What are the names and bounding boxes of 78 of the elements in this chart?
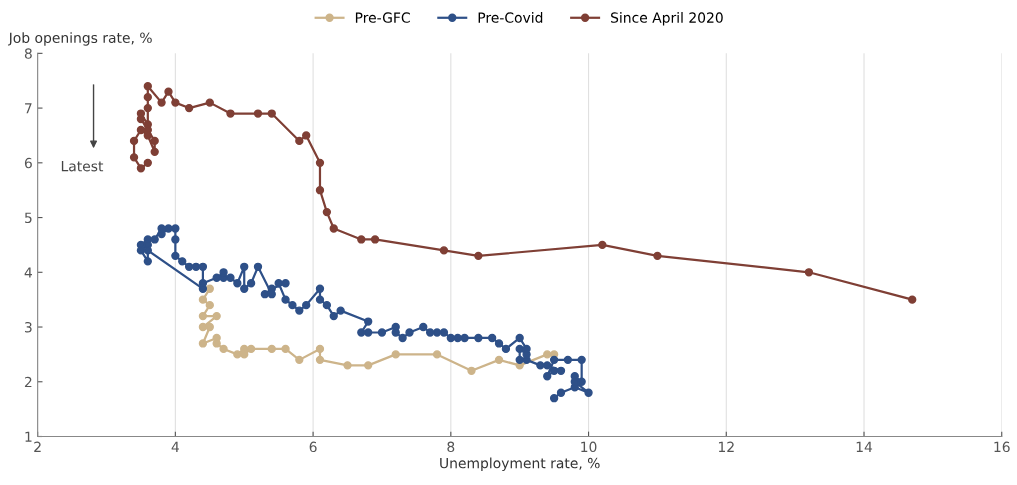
point: [267, 109, 276, 118]
point: [432, 350, 442, 359]
x-tick-label: 12: [718, 441, 734, 452]
y-tick-label: 7: [25, 103, 32, 114]
point: [198, 322, 208, 332]
point: [157, 98, 166, 107]
point: [543, 350, 552, 359]
point: [164, 87, 173, 96]
point: [129, 136, 139, 146]
point: [143, 103, 152, 113]
x-axis-title: Unemployment rate, %: [440, 457, 600, 472]
point: [391, 350, 400, 359]
point: [343, 361, 352, 370]
y-tick-label: 6: [24, 157, 32, 169]
point: [205, 300, 214, 310]
point: [198, 295, 208, 304]
point: [302, 131, 311, 140]
point: [171, 98, 180, 107]
point: [136, 125, 146, 135]
point: [295, 355, 304, 365]
point: [143, 82, 152, 91]
x-tick-label: 4: [171, 441, 179, 452]
point: [474, 251, 483, 261]
point: [198, 311, 208, 321]
point: [143, 158, 152, 167]
point: [315, 186, 325, 195]
legend-label: Pre-GFC: [355, 12, 410, 23]
point: [315, 344, 325, 354]
point: [908, 295, 917, 304]
point: [136, 164, 146, 173]
point: [212, 311, 221, 321]
x-tick-label: 10: [581, 441, 597, 453]
point: [315, 158, 325, 167]
point: [329, 224, 338, 233]
y-tick-label: 2: [24, 376, 32, 388]
x-tick-label: 16: [994, 441, 1010, 453]
point: [205, 98, 214, 107]
x-tick-label: 8: [447, 441, 455, 453]
y-tick-label: 3: [24, 322, 32, 333]
point: [322, 207, 332, 217]
point: [253, 109, 263, 118]
point: [246, 344, 256, 354]
point: [467, 366, 476, 375]
point: [357, 235, 366, 244]
y-axis-title: Job openings rate, %: [7, 32, 152, 46]
point: [212, 339, 221, 348]
point: [281, 344, 290, 354]
point: [364, 361, 373, 370]
point: [205, 284, 214, 293]
point: [198, 339, 208, 348]
x-tick-label: 14: [856, 441, 873, 452]
y-tick-label: 5: [25, 212, 32, 224]
point: [598, 240, 607, 250]
point: [315, 355, 325, 365]
point: [226, 109, 235, 118]
point: [184, 103, 194, 113]
point: [439, 246, 449, 255]
point: [205, 322, 214, 332]
point: [150, 147, 159, 157]
y-tick-label: 4: [24, 267, 32, 278]
point: [804, 268, 814, 277]
point: [150, 136, 159, 146]
legend-label: Pre-Covid: [478, 12, 543, 23]
point: [653, 251, 662, 261]
point: [233, 350, 242, 359]
point: [494, 355, 504, 365]
annotation: Latest: [61, 161, 104, 172]
point: [370, 235, 380, 244]
point: [219, 344, 228, 354]
y-tick-label: 1: [25, 431, 32, 442]
point: [143, 92, 152, 102]
point: [129, 153, 139, 162]
point: [267, 344, 276, 354]
legend-label: Since April 2020: [611, 12, 723, 26]
x-tick-label: 6: [309, 441, 317, 453]
x-tick-label: 2: [34, 441, 41, 452]
point: [295, 136, 304, 146]
y-tick-label: 8: [24, 48, 32, 59]
